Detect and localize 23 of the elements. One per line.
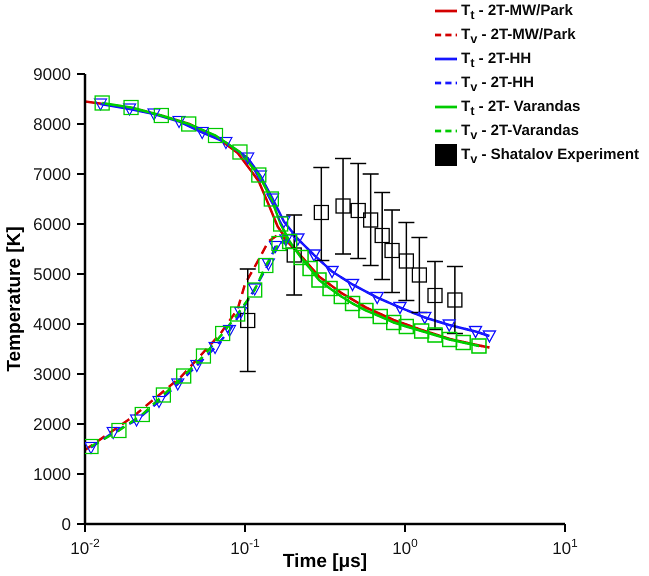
legend-label: T$_{t}$ - 2T-MW/Park — [461, 2, 573, 22]
legend-label: T$_{t}$ - 2T-HH — [461, 50, 532, 70]
y-tick-label: 9000 — [33, 65, 71, 84]
y-tick-label: 6000 — [33, 215, 71, 234]
y-tick-label: 5000 — [33, 265, 71, 284]
legend-label: T$_{v}$ - 2T-Varandas — [461, 122, 579, 142]
legend-label: T$_{v}$ - 2T-MW/Park — [461, 26, 576, 46]
legend-label: T$_{v}$ - 2T-HH — [461, 74, 534, 94]
y-tick-label: 8000 — [33, 115, 71, 134]
y-tick-label: 3000 — [33, 365, 71, 384]
x-tick-label: 10$^{0}$ — [392, 536, 418, 558]
y-axis-title: Temperature [K] — [4, 226, 25, 372]
legend-label: T$_{v}$ - Shatalov Experiment — [461, 146, 639, 166]
x-tick-label: 10$^{-2}$ — [70, 536, 100, 558]
x-axis-title: Time [μs] — [282, 551, 368, 572]
y-tick-label: 2000 — [33, 415, 71, 434]
x-tick-label: 10$^{-1}$ — [230, 536, 260, 558]
y-tick-label: 4000 — [33, 315, 71, 334]
y-tick-label: 0 — [62, 515, 71, 534]
legend-label: T$_{t}$ - 2T- Varandas — [461, 98, 580, 118]
y-tick-label: 7000 — [33, 165, 71, 184]
y-tick-label: 1000 — [33, 465, 71, 484]
x-tick-label: 10$^{1}$ — [552, 536, 578, 558]
